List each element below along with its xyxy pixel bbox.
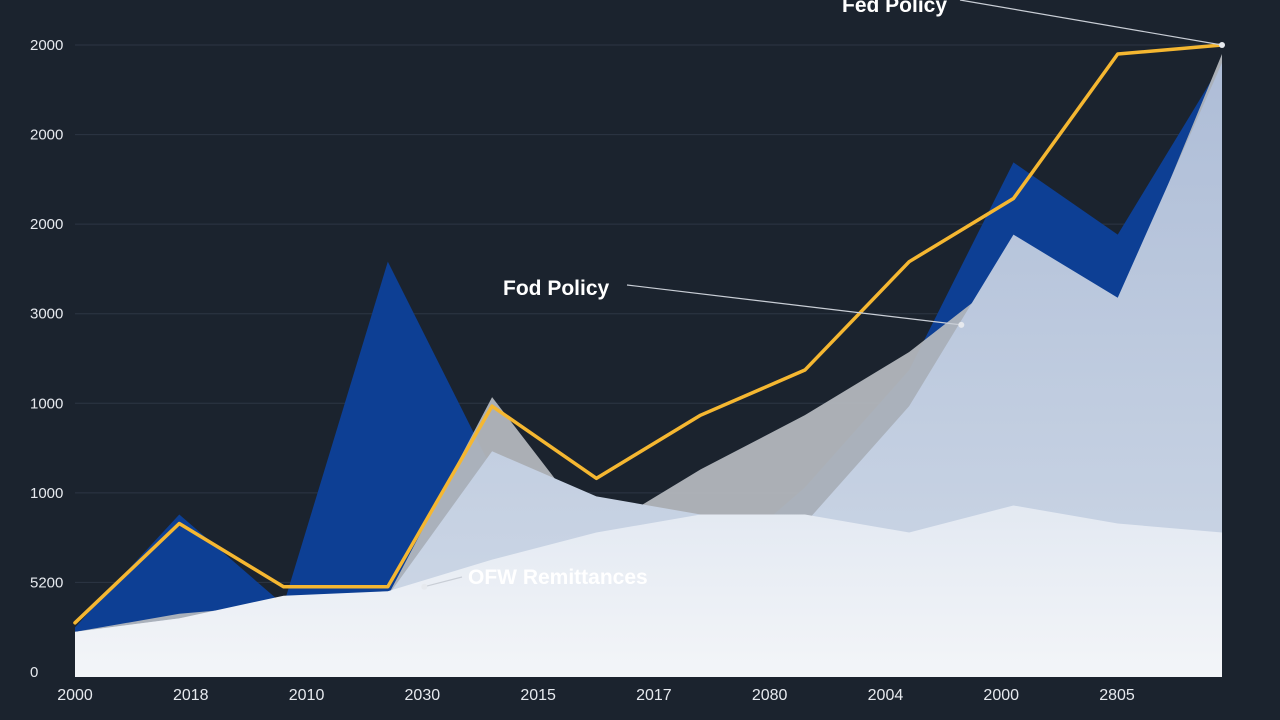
line-layer	[73, 43, 1224, 625]
grid-layer	[75, 44, 1222, 583]
annotation-label: Fed Policy	[842, 0, 947, 17]
y-tick-label: 3000	[30, 306, 63, 323]
annotation-dot	[1219, 42, 1225, 48]
annotation-leader-line	[626, 284, 962, 326]
annotation-layer: Fed Policy Fod Policy OFW Remittances	[421, 0, 1225, 590]
series-area-3	[75, 505, 1222, 677]
annotation-label: Fod Policy	[503, 277, 610, 300]
y-tick-label: 2000	[30, 216, 63, 233]
annotation-label: OFW Remittances	[468, 566, 648, 589]
annotation-leader-line	[959, 0, 1223, 46]
y-tick-label: 1000	[30, 485, 63, 502]
y-tick-label: 0	[30, 664, 38, 681]
x-tick-label: 2004	[868, 687, 904, 704]
x-tick-label: 2000	[983, 687, 1019, 704]
annotation-leader-line	[424, 576, 463, 588]
x-tick-label: 2018	[173, 687, 209, 704]
series-line	[73, 43, 1224, 625]
y-tick-label: 2000	[30, 127, 63, 144]
annotation-dot	[958, 321, 965, 328]
y-tick-label: 2000	[30, 37, 63, 54]
x-tick-label: 2080	[752, 687, 788, 704]
x-axis-ticks: 2000 2018 2010 2030 2015 2017 2080 2004 2000 2805	[57, 687, 1135, 704]
x-tick-label: 2000	[57, 687, 93, 704]
x-tick-label: 2030	[405, 687, 441, 704]
annotation-dot	[421, 583, 428, 590]
x-tick-label: 2015	[520, 687, 556, 704]
y-tick-label: 5200	[30, 574, 63, 591]
series-layer	[75, 54, 1222, 678]
series-area-2	[75, 63, 1222, 678]
x-tick-label: 2017	[636, 687, 672, 704]
x-tick-label: 2010	[289, 687, 325, 704]
y-tick-label: 1000	[30, 395, 63, 412]
y-axis-ticks: 2000 2000 2000 3000 1000 1000 5200 0	[30, 37, 63, 681]
x-tick-label: 2805	[1099, 687, 1135, 704]
